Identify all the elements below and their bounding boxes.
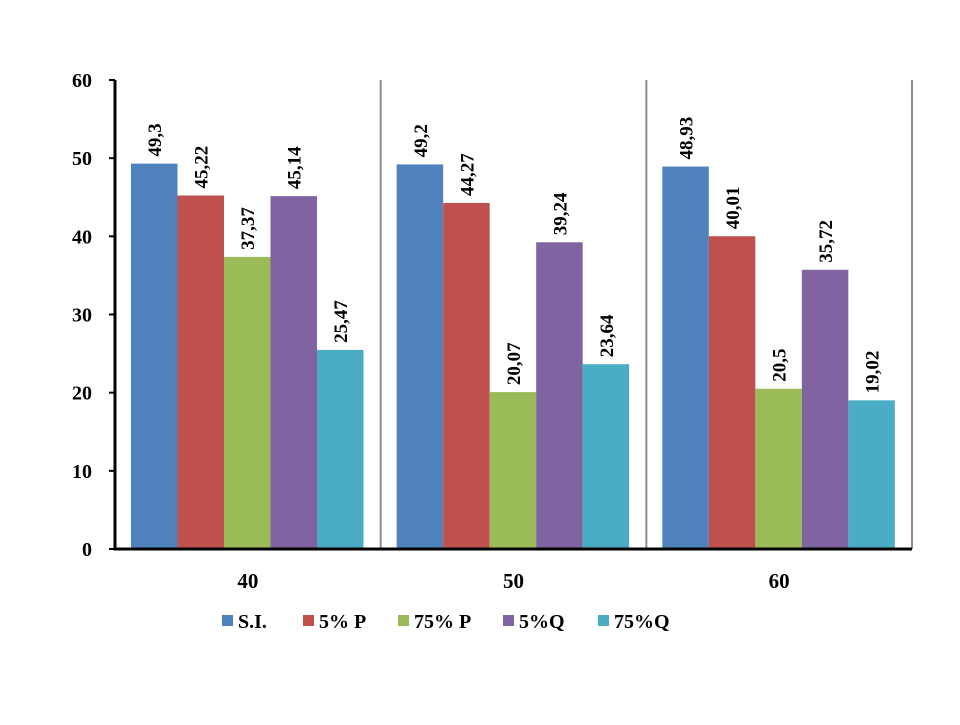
- bar-5p-60: [708, 236, 756, 549]
- y-tick-labels-group: 0 10 20 30 40 50 60: [72, 70, 92, 561]
- bar-5p-50: [443, 202, 490, 549]
- y-tick-label: 30: [72, 305, 92, 327]
- axes-group: [109, 79, 912, 551]
- legend-label: 5% P: [319, 611, 366, 633]
- bar-si-60: [662, 166, 709, 549]
- legend-swatch-75q: [598, 615, 609, 626]
- legend-swatch-5q: [503, 615, 514, 626]
- legend-label: 75% P: [414, 611, 471, 633]
- data-label: 39,24: [550, 192, 571, 235]
- x-tick-label: 60: [769, 569, 790, 593]
- category-separators: [379, 80, 913, 549]
- x-tick-labels-group: 40 50 60: [237, 569, 789, 593]
- bar-si-40: [131, 163, 178, 549]
- legend-label: 5%Q: [519, 611, 565, 633]
- y-tick-label: 60: [72, 70, 92, 92]
- data-label: 49,2: [411, 124, 432, 157]
- data-label: 25,47: [331, 300, 352, 343]
- bar-si-50: [396, 164, 444, 550]
- x-tick-label: 40: [237, 569, 258, 593]
- legend-swatch-75p: [398, 615, 409, 626]
- y-tick-label: 50: [72, 148, 92, 170]
- data-label: 45,14: [285, 146, 306, 189]
- data-label: 45,22: [192, 146, 213, 189]
- bar-75q-50: [582, 364, 630, 549]
- legend-swatch-si: [222, 615, 233, 626]
- bar-5p-40: [177, 195, 224, 549]
- bar-75p-40: [224, 256, 271, 549]
- bar-5q-60: [801, 269, 849, 549]
- x-tick-label: 50: [503, 569, 524, 593]
- legend-label: 75%Q: [614, 611, 670, 633]
- data-label: 20,5: [770, 349, 791, 382]
- bar-75p-50: [489, 392, 537, 549]
- bar-75q-40: [317, 349, 364, 549]
- legend-label: S.I.: [238, 611, 267, 633]
- data-label: 23,64: [597, 314, 618, 357]
- data-label: 48,93: [677, 117, 698, 160]
- bar-5q-50: [536, 242, 583, 550]
- bar-5q-40: [270, 196, 317, 549]
- bars-group: [131, 163, 895, 550]
- y-tick-label: 10: [72, 461, 92, 483]
- data-label: 37,37: [238, 207, 259, 250]
- bar-75p-60: [755, 388, 802, 549]
- legend-swatch-5p: [303, 615, 314, 626]
- data-label: 40,01: [723, 187, 744, 230]
- y-tick-label: 20: [72, 383, 92, 405]
- y-tick-label: 40: [72, 226, 92, 248]
- legend: S.I. 5% P 75% P 5%Q 75%Q: [222, 611, 670, 633]
- data-label: 35,72: [816, 220, 837, 263]
- data-labels-group: 49,3 45,22 37,37 45,14 25,47 49,2 44,27 20,07 39…: [145, 117, 883, 394]
- data-label: 19,02: [863, 351, 884, 394]
- bar-75q-60: [848, 400, 895, 549]
- data-label: 20,07: [504, 342, 525, 385]
- y-tick-label: 0: [82, 539, 92, 561]
- data-label: 49,3: [145, 123, 166, 156]
- data-label: 44,27: [457, 153, 478, 196]
